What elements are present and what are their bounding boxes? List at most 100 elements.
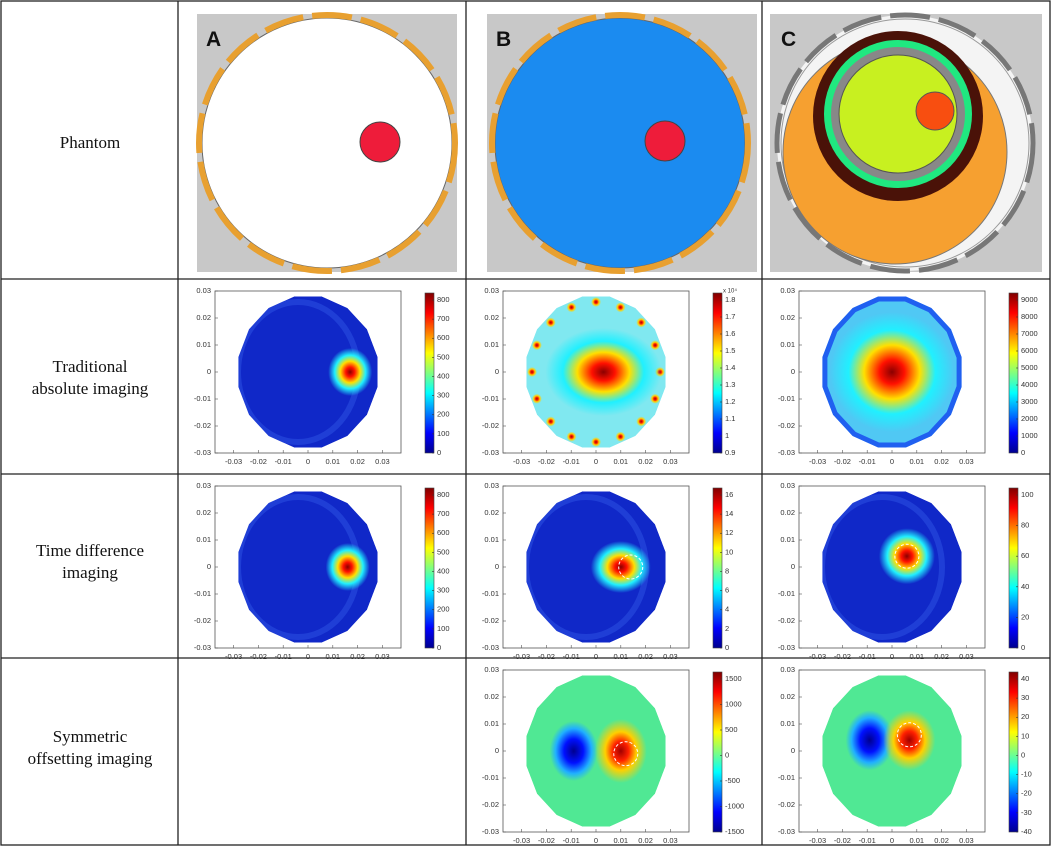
colorbar-tick-label: 5000 — [1021, 363, 1038, 372]
colorbar-tick-label: 8 — [725, 566, 729, 575]
colorbar-tick-label: 0 — [725, 643, 729, 652]
x-tick-label: 0 — [594, 836, 598, 845]
colorbar-tick-label: 1000 — [725, 699, 742, 708]
x-tick-label: 0.03 — [663, 457, 678, 466]
x-tick-label: 0.02 — [350, 457, 365, 466]
image — [238, 296, 378, 448]
x-tick-label: -0.01 — [563, 652, 580, 661]
colorbar-tick-label: 500 — [725, 725, 738, 734]
colorbar-tick-label: 0.9 — [725, 448, 735, 457]
y-tick-label: -0.01 — [482, 773, 499, 782]
x-tick-label: -0.01 — [859, 652, 876, 661]
x-tick-label: -0.02 — [538, 652, 555, 661]
colorbar-tick-label: 16 — [725, 490, 733, 499]
blob — [590, 541, 651, 593]
heatmap-plot: -0.03 -0.03 -0.02 -0.02 -0.01 -0.01 0 0 0.01 0.01… — [482, 286, 737, 466]
image — [526, 491, 666, 643]
x-tick-label: -0.02 — [538, 836, 555, 845]
colorbar-tick-label: 2000 — [1021, 414, 1038, 423]
y-tick-label: 0 — [207, 562, 211, 571]
edge-spot — [591, 297, 601, 307]
x-tick-label: -0.03 — [513, 652, 530, 661]
y-tick-label: -0.01 — [194, 394, 211, 403]
row-label: imaging — [62, 563, 118, 582]
colorbar-tick-label: 30 — [1021, 693, 1029, 702]
x-tick-label: -0.01 — [275, 652, 292, 661]
x-tick-label: 0 — [306, 652, 310, 661]
x-tick-label: 0.03 — [375, 457, 390, 466]
x-tick-label: 0.02 — [934, 652, 949, 661]
colorbar-tick-label: 700 — [437, 314, 450, 323]
y-tick-label: -0.02 — [778, 616, 795, 625]
colorbar-tick-label: -500 — [725, 776, 740, 785]
image — [238, 491, 378, 643]
colorbar-tick-label: 400 — [437, 371, 450, 380]
colorbar-multiplier: x 10⁴ — [723, 288, 737, 295]
y-tick-label: 0.03 — [780, 481, 795, 490]
y-tick-label: 0.01 — [196, 340, 211, 349]
edge-spot — [545, 416, 556, 427]
colorbar-tick-label: 0 — [1021, 643, 1025, 652]
y-tick-label: 0.03 — [484, 481, 499, 490]
x-tick-label: 0.01 — [325, 652, 340, 661]
row-label: Phantom — [60, 133, 120, 152]
y-tick-label: 0.01 — [484, 719, 499, 728]
heatmap-plot: -0.03 -0.03 -0.02 -0.02 -0.01 -0.01 0 0 0.01 0.01… — [194, 286, 450, 466]
y-tick-label: 0.03 — [196, 481, 211, 490]
colorbar-tick-label: -1500 — [725, 827, 744, 836]
colorbar-tick-label: 40 — [1021, 582, 1029, 591]
colorbar-tick-label: 1 — [725, 431, 729, 440]
y-tick-label: -0.02 — [778, 800, 795, 809]
plots: -0.03 -0.03 -0.02 -0.02 -0.01 -0.01 0 0 0.01 0.01… — [194, 286, 1038, 845]
y-tick-label: 0.02 — [780, 508, 795, 517]
x-tick-label: 0 — [890, 457, 894, 466]
x-tick-label: 0.03 — [375, 652, 390, 661]
colorbar — [712, 487, 723, 649]
x-tick-label: -0.02 — [250, 652, 267, 661]
y-tick-label: -0.02 — [194, 616, 211, 625]
target-outline — [618, 554, 644, 580]
colorbar-tick-label: -20 — [1021, 789, 1032, 798]
colorbar-tick-label: 400 — [437, 566, 450, 575]
y-tick-label: 0.01 — [780, 535, 795, 544]
colorbar — [424, 487, 435, 649]
edge-spot — [531, 393, 542, 404]
y-tick-label: 0 — [495, 367, 499, 376]
y-tick-label: -0.02 — [778, 421, 795, 430]
colorbar-tick-label: 100 — [437, 624, 450, 633]
colorbar-tick-label: 600 — [437, 528, 450, 537]
x-tick-label: 0.03 — [663, 652, 678, 661]
colorbar-tick-label: -40 — [1021, 827, 1032, 836]
x-tick-label: -0.01 — [859, 457, 876, 466]
blob — [545, 328, 662, 416]
colorbar-tick-label: 100 — [437, 429, 450, 438]
heatmap-plot: -0.03 -0.03 -0.02 -0.02 -0.01 -0.01 0 0 0.01 0.01… — [482, 665, 744, 845]
edge-spot — [650, 340, 661, 351]
y-tick-label: 0.02 — [780, 692, 795, 701]
panel-label: B — [496, 28, 511, 51]
x-tick-label: -0.01 — [563, 457, 580, 466]
y-tick-label: -0.03 — [482, 827, 499, 836]
blob — [878, 528, 935, 585]
x-tick-label: 0.01 — [613, 457, 628, 466]
colorbar — [712, 292, 723, 454]
x-tick-label: -0.01 — [563, 836, 580, 845]
colorbar-tick-label: 2 — [725, 624, 729, 633]
x-tick-label: 0.01 — [325, 457, 340, 466]
blob — [830, 312, 954, 432]
colorbar-tick-label: 500 — [437, 352, 450, 361]
image — [526, 675, 666, 827]
y-tick-label: -0.01 — [482, 394, 499, 403]
colorbar-tick-label: 10 — [725, 547, 733, 556]
heatmap-plot: -0.03 -0.03 -0.02 -0.02 -0.01 -0.01 0 0 0.01 0.01… — [778, 286, 1038, 466]
y-tick-label: 0.01 — [484, 340, 499, 349]
heatmap-plot: -0.03 -0.03 -0.02 -0.02 -0.01 -0.01 0 0 0.01 0.01… — [482, 481, 733, 661]
colorbar-tick-label: 100 — [1021, 490, 1034, 499]
y-tick-label: 0.03 — [484, 665, 499, 674]
x-tick-label: 0.03 — [663, 836, 678, 845]
y-tick-label: -0.01 — [778, 394, 795, 403]
x-tick-label: 0 — [594, 652, 598, 661]
colorbar — [1008, 292, 1019, 454]
colorbar-tick-label: -30 — [1021, 808, 1032, 817]
phantom-a — [196, 12, 458, 274]
